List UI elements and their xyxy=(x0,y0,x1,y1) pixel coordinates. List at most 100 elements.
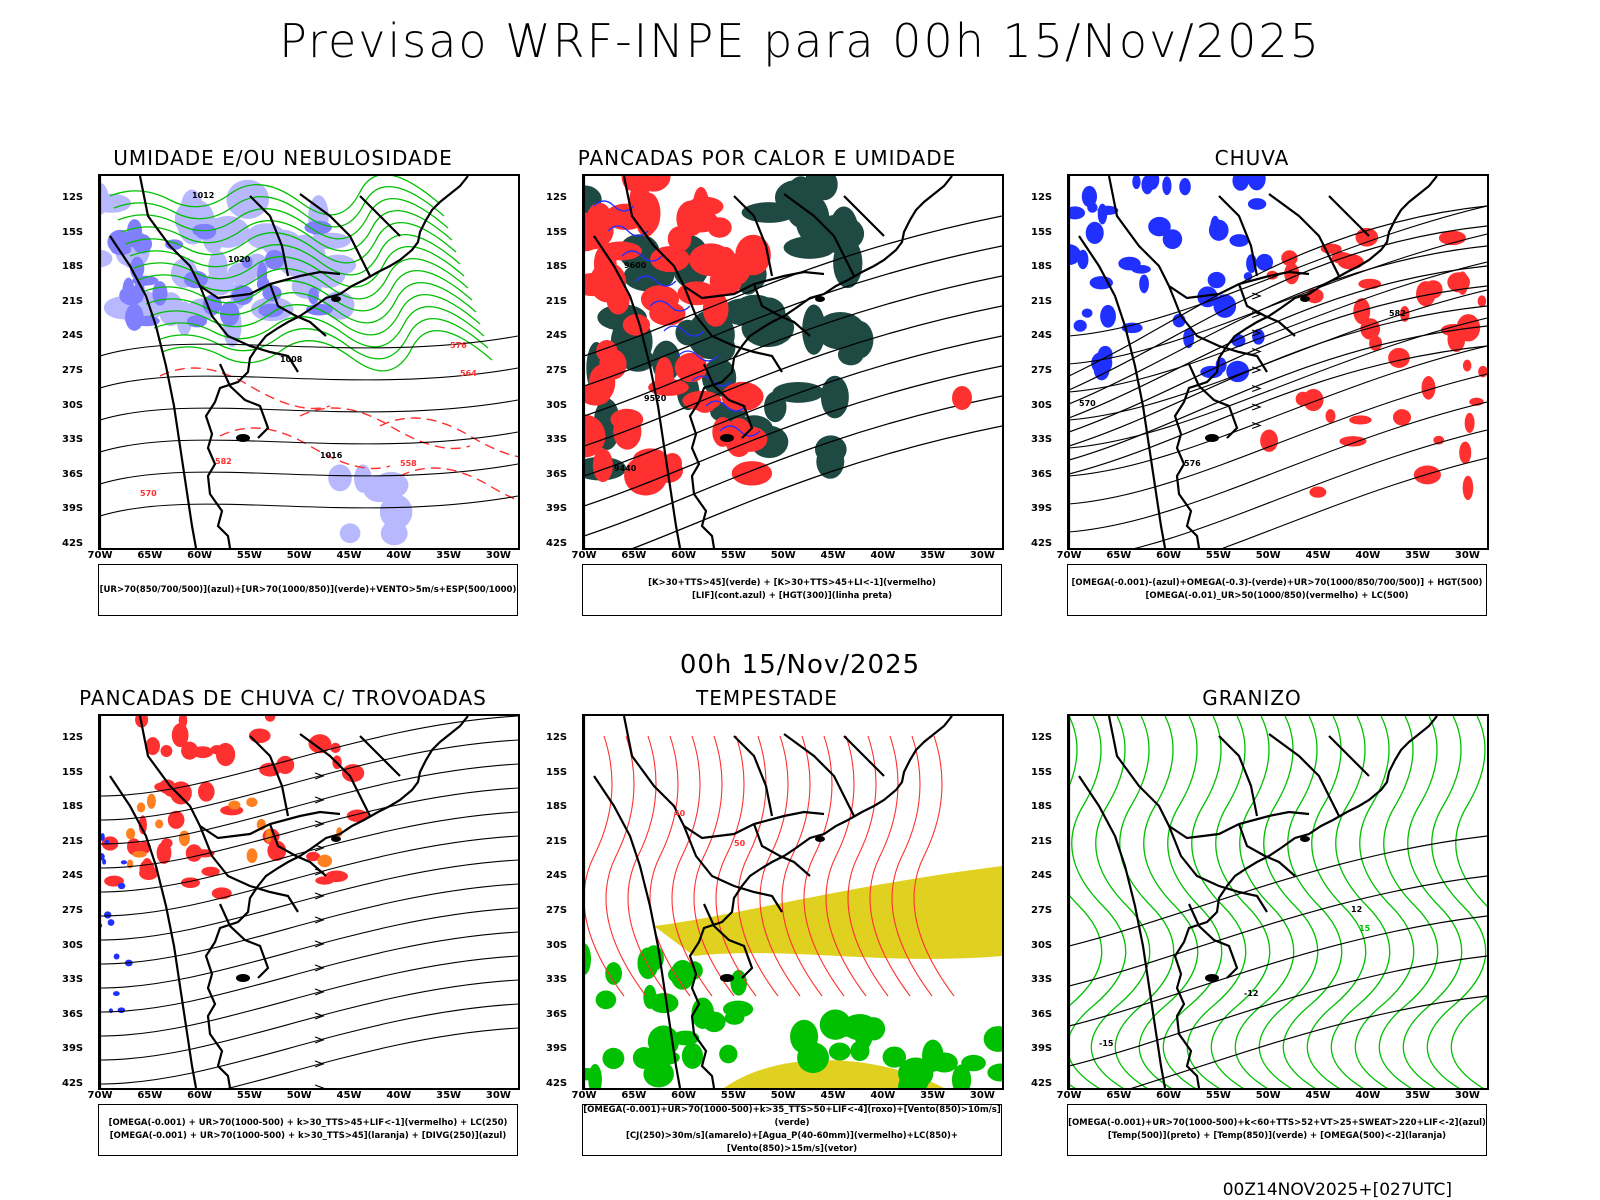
streamline xyxy=(100,835,518,917)
longitude-label: 50W xyxy=(286,1090,312,1101)
latitude-label: 24S xyxy=(546,870,568,882)
jet-stream-shade xyxy=(724,1060,944,1088)
streamline-arrow xyxy=(314,1060,325,1068)
longitude-label: 55W xyxy=(236,1090,262,1101)
country-border xyxy=(622,176,825,300)
streamline-arrow xyxy=(314,1012,325,1020)
wind-shade xyxy=(643,984,657,1009)
streamline xyxy=(100,811,518,893)
rain-shade xyxy=(1349,415,1372,425)
humidity-contour xyxy=(121,209,453,252)
latitude-label: 30S xyxy=(62,939,84,951)
coastline xyxy=(1069,176,1438,548)
temp850-contour xyxy=(1258,716,1319,1088)
wind-shade xyxy=(828,1042,851,1061)
temp500-contour xyxy=(1069,875,1487,987)
rain-shade xyxy=(1459,441,1472,464)
latitude-label: 27S xyxy=(546,365,568,376)
longitude-label: 30W xyxy=(485,550,511,561)
country-border xyxy=(249,735,290,817)
latitude-label: 12S xyxy=(62,192,84,203)
wind-shade xyxy=(797,1042,829,1074)
country-border xyxy=(1328,735,1370,777)
latitude-label: 21S xyxy=(546,835,568,847)
lif-contour xyxy=(649,300,691,312)
streamline xyxy=(100,716,518,797)
map-svg: 582 576 570 xyxy=(1069,176,1487,548)
latitude-label: 33S xyxy=(1031,434,1053,446)
temp850-contour xyxy=(1378,716,1439,1088)
latitude-label: 42S xyxy=(62,1078,84,1089)
country-border xyxy=(682,825,783,913)
rain-shade xyxy=(1462,475,1474,501)
thunderstorm-shade xyxy=(197,781,215,802)
omega-shade xyxy=(1148,216,1171,237)
longitude-label: 65W xyxy=(1106,550,1132,561)
panel-title: CHUVA xyxy=(1214,146,1290,170)
wind-shade xyxy=(681,1042,704,1069)
streamlines xyxy=(1069,205,1487,475)
instability-shade xyxy=(592,448,613,483)
temp500-contour xyxy=(1069,915,1487,1027)
omega-shade xyxy=(1139,274,1149,294)
latitude-label: 15S xyxy=(546,766,568,778)
divergence-shade xyxy=(107,919,115,926)
divergence-shade xyxy=(113,953,120,960)
humidity-contour xyxy=(117,197,449,240)
rain-shade xyxy=(1339,436,1367,447)
rain-shade xyxy=(1325,409,1336,423)
country-border xyxy=(1328,195,1370,237)
latitude-label: 42S xyxy=(1031,1078,1053,1089)
latitude-label: 12S xyxy=(62,732,84,743)
omega-shade xyxy=(1183,328,1195,349)
streamline-arrow xyxy=(314,1036,325,1044)
country-border xyxy=(1268,193,1340,277)
humidity-contour xyxy=(109,176,441,216)
water-contour xyxy=(649,735,691,997)
thunderstorm-shade xyxy=(167,810,185,829)
lake xyxy=(236,974,250,982)
rain-shade xyxy=(1369,335,1383,351)
temp850-contour xyxy=(1069,716,1127,1088)
longitude-label: 55W xyxy=(236,550,262,561)
country-border xyxy=(783,733,855,817)
country-border xyxy=(138,176,341,300)
instability-shade xyxy=(636,176,671,192)
humidity-contour xyxy=(137,257,469,300)
omega-shade xyxy=(1077,249,1089,270)
longitude-label: 50W xyxy=(286,550,312,561)
temp850-contour xyxy=(1210,716,1271,1088)
coastline xyxy=(1069,716,1438,1088)
country-border xyxy=(702,363,754,439)
wind-shade xyxy=(649,992,679,1014)
wind-shade xyxy=(632,1047,656,1069)
contour-label: 9600 xyxy=(624,261,647,270)
legend-line: [OMEGA(-0.001) + UR>70(1000-500) + k>30_… xyxy=(108,1118,508,1128)
thunderstorm-shade xyxy=(170,781,192,805)
humidity-shade xyxy=(304,220,332,235)
streamline-arrow xyxy=(314,1084,325,1088)
thunderstorm-shade xyxy=(155,819,164,829)
longitude-label: 65W xyxy=(621,550,647,561)
country-border xyxy=(218,363,270,439)
streamline-arrow xyxy=(314,772,325,780)
longitude-label: 60W xyxy=(671,550,697,561)
wind-shade xyxy=(730,969,747,996)
rain-shade xyxy=(1399,305,1410,322)
coastline xyxy=(584,176,953,548)
latitude-label: 12S xyxy=(1031,732,1053,743)
latitude-label: 21S xyxy=(1031,295,1053,307)
humidity-shade xyxy=(127,219,143,242)
longitude-label: 30W xyxy=(1454,1090,1480,1101)
contour-label: 9520 xyxy=(644,394,667,403)
mid-date: 00h 15/Nov/2025 xyxy=(679,650,921,680)
latitude-label: 12S xyxy=(1031,192,1053,203)
streamline xyxy=(100,907,518,989)
country-border xyxy=(1237,823,1296,877)
streamline xyxy=(1069,205,1487,377)
contour-label: 558 xyxy=(400,459,417,468)
isobar xyxy=(100,367,518,389)
omega-shade xyxy=(1093,359,1110,381)
rain-shade xyxy=(1309,486,1327,498)
thunderstorm-shade xyxy=(317,854,333,868)
